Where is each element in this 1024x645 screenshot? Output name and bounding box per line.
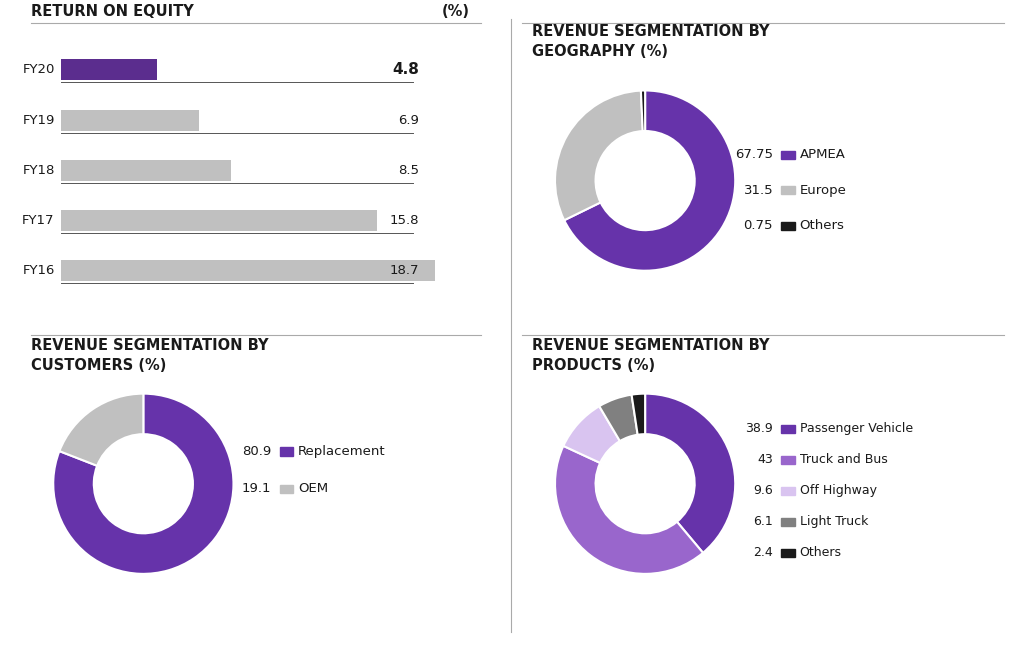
Text: FY18: FY18 [23,164,54,177]
Text: 18.7: 18.7 [389,264,419,277]
Text: 6.9: 6.9 [398,114,419,126]
Text: Passenger Vehicle: Passenger Vehicle [800,422,912,435]
Text: OEM: OEM [298,482,328,495]
Wedge shape [632,393,645,435]
Text: REVENUE SEGMENTATION BY
PRODUCTS (%): REVENUE SEGMENTATION BY PRODUCTS (%) [532,338,770,373]
Text: 19.1: 19.1 [242,482,271,495]
Text: FY16: FY16 [23,264,54,277]
Text: FY19: FY19 [23,114,54,126]
Text: Replacement: Replacement [298,445,386,458]
Bar [60,260,435,281]
Bar [60,160,230,181]
Text: 4.8: 4.8 [392,63,419,77]
Text: Off Highway: Off Highway [800,484,877,497]
Text: FY20: FY20 [23,63,54,76]
Text: Others: Others [800,219,845,232]
Text: Light Truck: Light Truck [800,515,868,528]
Wedge shape [563,406,620,463]
Text: 9.6: 9.6 [754,484,773,497]
Text: 67.75: 67.75 [735,148,773,161]
Wedge shape [555,90,643,220]
Bar [60,110,199,130]
Text: 15.8: 15.8 [389,214,419,227]
Bar [60,210,377,231]
Text: RETURN ON EQUITY: RETURN ON EQUITY [31,4,194,19]
Text: 38.9: 38.9 [745,422,773,435]
Wedge shape [641,90,645,131]
Text: 6.1: 6.1 [754,515,773,528]
Text: (%): (%) [441,4,469,19]
Text: Europe: Europe [800,184,847,197]
Text: REVENUE SEGMENTATION BY
CUSTOMERS (%): REVENUE SEGMENTATION BY CUSTOMERS (%) [31,338,268,373]
Wedge shape [53,393,233,574]
Wedge shape [599,395,638,441]
Text: 0.75: 0.75 [743,219,773,232]
Text: 31.5: 31.5 [743,184,773,197]
Text: FY17: FY17 [23,214,54,227]
Text: REVENUE SEGMENTATION BY
GEOGRAPHY (%): REVENUE SEGMENTATION BY GEOGRAPHY (%) [532,24,770,59]
Text: Truck and Bus: Truck and Bus [800,453,888,466]
Bar [60,59,157,81]
Wedge shape [645,393,735,553]
Text: Others: Others [800,546,842,559]
Text: 80.9: 80.9 [242,445,271,458]
Wedge shape [564,90,735,271]
Wedge shape [555,446,703,574]
Wedge shape [59,393,143,466]
Text: 43: 43 [758,453,773,466]
Text: 2.4: 2.4 [754,546,773,559]
Text: 8.5: 8.5 [397,164,419,177]
Text: APMEA: APMEA [800,148,846,161]
